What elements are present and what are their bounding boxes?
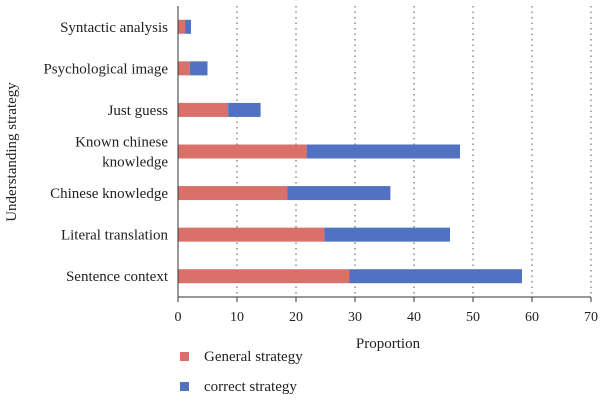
bar-correct-strategy xyxy=(287,186,391,201)
bar-correct-strategy xyxy=(349,269,522,284)
x-tick-label: 60 xyxy=(525,310,539,325)
y-axis-title: Understanding strategy xyxy=(4,82,20,222)
category-label: Chinese knowledge xyxy=(50,186,168,202)
x-tick-label: 10 xyxy=(230,310,244,325)
x-tick-label: 30 xyxy=(348,310,362,325)
legend-label: correct strategy xyxy=(204,379,297,395)
category-label: Known chinese knowledge xyxy=(75,135,168,171)
category-labels: Syntactic analysis Psychological image Jus… xyxy=(43,20,168,285)
bars xyxy=(178,19,522,284)
x-axis-title: Proportion xyxy=(356,336,421,352)
category-label: Sentence context xyxy=(66,269,169,285)
x-tick-label: 20 xyxy=(289,310,303,325)
legend: General strategy correct strategy xyxy=(180,349,303,395)
bar-general-strategy xyxy=(178,61,190,76)
category-label: Literal translation xyxy=(61,228,169,244)
bar-correct-strategy xyxy=(324,227,450,242)
x-tick-label: 70 xyxy=(584,310,598,325)
legend-swatch xyxy=(180,352,189,361)
bar-general-strategy xyxy=(178,227,325,242)
bar-general-strategy xyxy=(178,144,307,159)
gridlines xyxy=(236,6,592,297)
bar-correct-strategy xyxy=(228,102,261,117)
bar-general-strategy xyxy=(178,19,186,34)
bar-general-strategy xyxy=(178,269,350,284)
bar-correct-strategy xyxy=(185,19,191,34)
x-tick-label: 0 xyxy=(175,310,182,325)
axes xyxy=(177,6,591,298)
bar-correct-strategy xyxy=(189,61,208,76)
legend-swatch xyxy=(180,382,189,391)
x-tick-label: 50 xyxy=(466,310,480,325)
category-label: Just guess xyxy=(108,103,169,119)
category-label: Psychological image xyxy=(43,61,168,77)
x-tick-label: 40 xyxy=(407,310,421,325)
category-label: Syntactic analysis xyxy=(60,20,168,36)
bar-general-strategy xyxy=(178,102,229,117)
x-tick-labels: 0 10 20 30 40 50 60 70 xyxy=(175,297,598,325)
bar-general-strategy xyxy=(178,186,288,201)
legend-label: General strategy xyxy=(204,349,303,365)
bar-correct-strategy xyxy=(306,144,461,159)
